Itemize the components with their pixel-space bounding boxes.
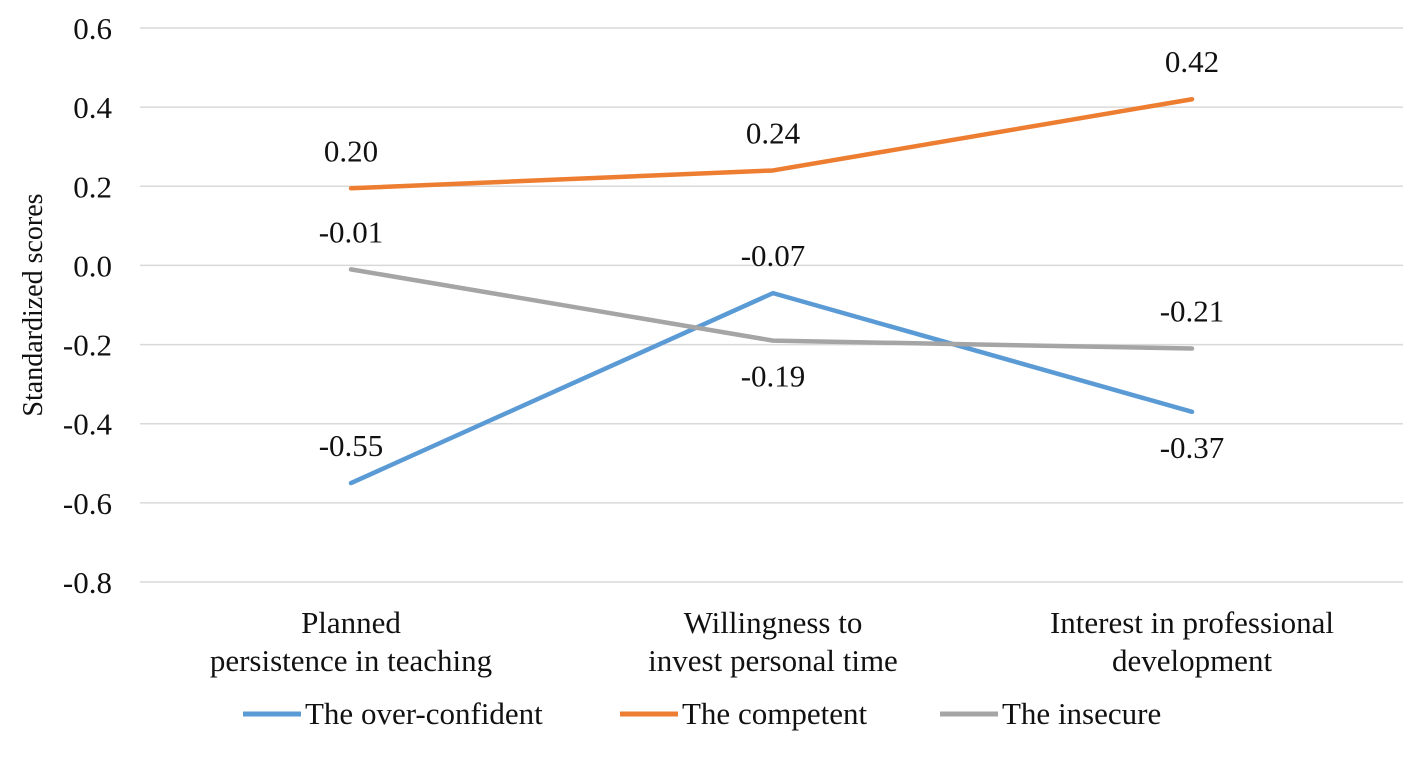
legend-entry: The insecure — [1002, 696, 1161, 731]
y-tick-label: 0.6 — [73, 11, 112, 46]
data-label: -0.55 — [319, 428, 384, 463]
y-tick-label: -0.4 — [63, 407, 113, 442]
data-label: -0.07 — [741, 238, 806, 273]
series-line-the-competent — [348, 96, 1195, 191]
data-labels: -0.55 -0.07 -0.37 0.20 0.24 0.42 -0.01 -0.19 -0.… — [319, 44, 1225, 465]
y-axis-tick-labels: 0.6 0.4 0.2 0.0 -0.2 -0.4 -0.6 -0.8 — [63, 11, 113, 600]
y-tick-label: -0.2 — [63, 328, 112, 363]
y-tick-label: -0.8 — [63, 565, 112, 600]
data-label: 0.20 — [324, 133, 378, 168]
x-category-label: development — [1112, 643, 1273, 678]
series-line-the-insecure — [348, 267, 1195, 351]
legend: The over-confident The competent The insec… — [243, 696, 1161, 731]
y-tick-label: -0.6 — [63, 486, 112, 521]
data-label: 0.42 — [1165, 44, 1219, 79]
data-label: -0.37 — [1160, 430, 1225, 465]
x-category-label: Planned — [301, 605, 401, 640]
data-label: 0.24 — [746, 115, 801, 150]
series-line-the-over-confident — [348, 290, 1195, 486]
data-label: -0.01 — [319, 214, 384, 249]
x-category-label: Interest in professional — [1050, 605, 1334, 640]
data-label: -0.19 — [741, 359, 806, 394]
x-category-label: persistence in teaching — [210, 643, 492, 678]
data-label: -0.21 — [1160, 294, 1225, 329]
x-category-label: invest personal time — [648, 643, 898, 678]
y-axis-title: Standardized scores — [18, 193, 49, 416]
legend-entry: The competent — [682, 696, 867, 731]
y-tick-label: 0.4 — [73, 90, 112, 125]
legend-entry: The over-confident — [305, 696, 543, 731]
y-tick-label: 0.2 — [73, 169, 112, 204]
x-category-label: Willingness to — [684, 605, 863, 640]
series-lines — [348, 96, 1195, 486]
y-tick-label: 0.0 — [73, 248, 112, 283]
